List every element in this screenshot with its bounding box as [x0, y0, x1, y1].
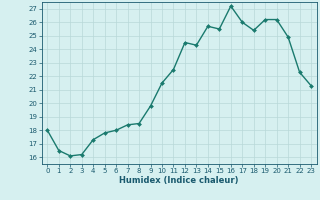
X-axis label: Humidex (Indice chaleur): Humidex (Indice chaleur): [119, 176, 239, 185]
